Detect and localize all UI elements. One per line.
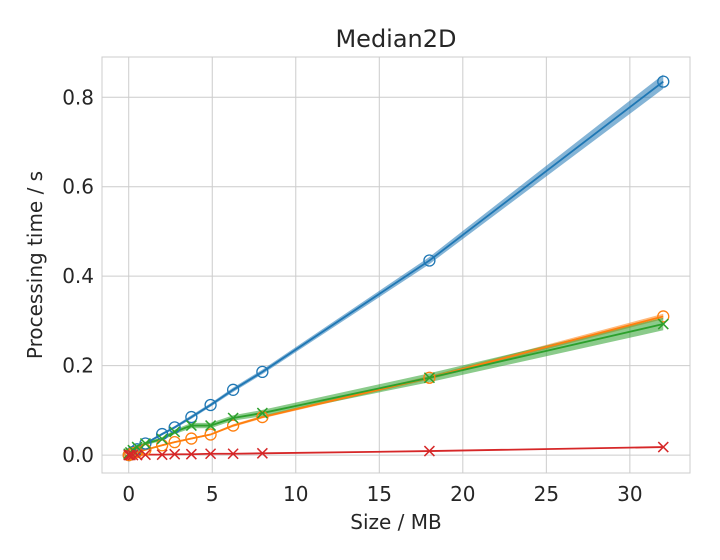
x-marker-stroke [205,420,217,432]
x-marker-stroke [156,433,168,445]
series-4-point [127,449,139,461]
x-marker-stroke [185,448,197,460]
x-tick-label: 5 [206,482,219,506]
y-tick-label: 0.4 [62,264,94,288]
series-4-point [156,449,168,461]
series-4-point [227,448,239,460]
x-tick-label: 30 [617,482,642,506]
series-3-point [156,433,168,445]
series-1-point [204,398,217,412]
series-4-point [256,447,268,459]
x-tick-label: 20 [450,482,475,506]
x-tick-label: 25 [534,482,559,506]
x-marker-stroke [256,407,268,419]
y-tick-label: 0.6 [62,175,94,199]
x-tick-label: 15 [367,482,392,506]
y-tick-label: 0.0 [62,443,94,467]
chart-title: Median2D [335,25,456,53]
x-marker-stroke [227,412,239,424]
x-tick-label: 10 [283,482,308,506]
x-tick-label: 0 [122,482,135,506]
series-4-point [123,449,135,461]
plot-frame [101,56,691,474]
x-marker-stroke [423,445,435,457]
series-3-point [227,412,239,424]
series-3-point [256,407,268,419]
series-2-point [168,435,181,449]
x-marker-stroke [205,448,217,460]
series-2-point [657,310,670,323]
x-marker-stroke [139,449,151,461]
series-4-point [139,449,151,461]
x-marker-stroke [227,448,239,460]
series-2-point [256,410,269,424]
series-3-point [169,426,181,438]
series-4-point [169,448,181,460]
x-marker-stroke [169,448,181,460]
series-3-point [185,420,197,432]
series-4-point [185,448,197,460]
y-axis-label: Processing time / s [23,171,47,359]
series-markers [122,75,670,462]
series-2-point [423,371,436,384]
x-marker-stroke [256,447,268,459]
grid [102,57,690,473]
x-marker-stroke [657,441,669,453]
series-4-point [423,445,435,457]
x-marker-stroke [139,437,151,450]
series-4-point [657,441,669,453]
x-marker-stroke [169,426,181,438]
x-axis-label: Size / MB [350,510,441,534]
x-marker-stroke [156,449,168,461]
y-tick-label: 0.2 [62,354,94,378]
series-2-point [185,432,198,445]
x-marker-stroke [185,420,197,432]
series-1-point [226,383,240,396]
x-marker-stroke [127,449,139,461]
y-tick-label: 0.8 [62,85,94,109]
series-4-point [205,448,217,460]
series-1-point [657,75,670,88]
x-marker-stroke [657,318,669,330]
series-3-point [205,420,217,432]
series-1-point [423,254,436,267]
x-marker-stroke [423,372,435,384]
x-marker-stroke [131,449,143,461]
series-3-point [139,437,151,450]
x-marker-stroke [123,449,135,461]
series-1-point [185,410,198,424]
series-4-point [131,449,143,461]
series-3-point [657,318,669,330]
series-3-point [423,372,435,384]
series-2-point [204,428,217,441]
tick-labels: 0 5 10 15 20 25 30 0.0 0.2 0.4 0.6 0.8 [62,85,642,506]
series-2-point [226,419,240,432]
series-1-point [256,365,269,379]
